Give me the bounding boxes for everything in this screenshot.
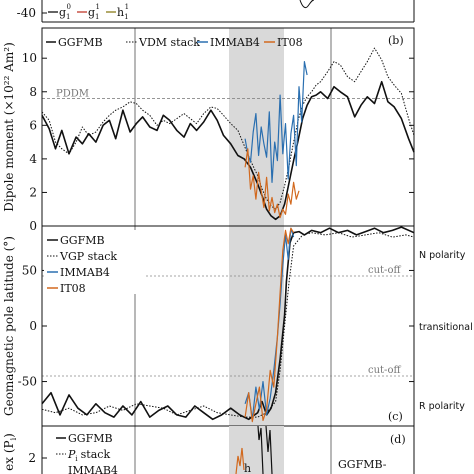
legend-g11-label: g — [88, 6, 95, 19]
panel-c: cut-off cut-off -50 0 50 (c) Geomagnetic po… — [2, 225, 473, 427]
panel-b: PDDM 0 2 4 6 8 10 (b) Dipole moment (×10²² Am… — [2, 27, 415, 233]
cutoff-label: cut-off — [368, 365, 401, 376]
panel-d-label: (d) — [390, 433, 406, 446]
panel-d-ylabel-close: ) — [2, 433, 16, 438]
ytick-label: 0 — [29, 319, 37, 333]
panel-b-gridlines — [134, 28, 332, 226]
legend-pi-symbol: P — [67, 448, 76, 461]
top-strip-ytick: -40 — [17, 6, 36, 20]
panel-d-it08-trace — [235, 447, 245, 474]
ytick-label: 6 — [29, 118, 37, 132]
legend-ggfmb-d: GGFMB — [68, 432, 113, 445]
panel-d: (d) 2 ex (Pi) GGFMB Pi stack IMMAB4 GGFMB… — [2, 425, 415, 474]
panel-d-ggfmb-trace — [257, 425, 273, 474]
panel-b-label: (b) — [388, 34, 404, 47]
panel-b-legend: GGFMB VDM stack IMMAB4 IT08 — [46, 36, 303, 49]
cutoff-label: cut-off — [368, 265, 401, 276]
series-immab4 — [244, 60, 308, 183]
legend-immab4-d: IMMAB4 — [68, 464, 118, 474]
panel-c-shade — [229, 226, 284, 426]
series-vgp-stack — [41, 232, 415, 418]
legend-pi-sub: i — [75, 455, 78, 463]
svg-text:h11: h11 — [117, 3, 129, 21]
panel-c-legend: GGFMB VGP stack IMMAB4 IT08 — [44, 230, 144, 295]
panel-d-ylabel-sub: i — [9, 437, 18, 440]
panel-d-ytick: 2 — [28, 451, 36, 465]
series-immab4 — [244, 227, 295, 420]
panel-d-right-text: GGFMB- — [338, 458, 387, 471]
panel-d-inner-label: h — [244, 462, 251, 474]
svg-text:g11: g11 — [88, 3, 100, 21]
panel-b-yticks: 0 2 4 6 8 10 — [22, 51, 414, 233]
top-strip: -40 g10 g11 h11 — [17, 0, 415, 23]
top-strip-curve — [299, 0, 315, 9]
legend-immab4-b: IMMAB4 — [210, 36, 260, 49]
ytick-label: 8 — [29, 85, 37, 99]
series-it08 — [244, 227, 295, 423]
legend-it08-c: IT08 — [60, 282, 86, 295]
panel-b-ylabel: Dipole moment (×10²² Am²) — [2, 42, 16, 212]
legend-pi-stack: Pi stack — [67, 448, 110, 463]
panel-b-frame — [41, 27, 415, 227]
legend-ggfmb-b: GGFMB — [58, 36, 103, 49]
panel-c-yticks: -50 0 50 — [18, 263, 414, 389]
ytick-label: 50 — [22, 263, 37, 277]
transitional-label: transitional — [419, 322, 473, 333]
panel-d-ylabel-text: ex (P — [2, 440, 16, 470]
legend-ggfmb-c: GGFMB — [60, 234, 105, 247]
ytick-label: -50 — [18, 375, 37, 389]
ytick-label: 0 — [29, 219, 37, 233]
legend-vgp-stack: VGP stack — [59, 250, 117, 263]
ytick-label: 10 — [22, 51, 37, 65]
panel-d-ylabel: ex (Pi) — [2, 433, 18, 471]
legend-immab4-c: IMMAB4 — [60, 266, 110, 279]
pddm-label: PDDM — [56, 88, 89, 99]
top-strip-legend: g10 g11 h11 — [48, 3, 129, 21]
panel-d-legend: GGFMB Pi stack IMMAB4 — [56, 432, 118, 474]
n-polarity-label: N polarity — [419, 250, 466, 261]
legend-pi-stack-word: stack — [81, 448, 111, 461]
ytick-label: 2 — [29, 185, 37, 199]
series-ggfmb — [41, 80, 415, 221]
panel-c-series — [41, 226, 415, 423]
panel-c-label: (c) — [388, 410, 403, 423]
ytick-label: 4 — [29, 152, 37, 166]
svg-text:g10: g10 — [59, 3, 71, 21]
panel-c-ylabel: Geomagnetic pole latitude (°) — [2, 236, 16, 416]
legend-vdm-stack: VDM stack — [138, 36, 200, 49]
panel-b-series — [41, 47, 415, 221]
r-polarity-label: R polarity — [419, 401, 465, 412]
legend-g10-label: g — [59, 6, 66, 19]
panel-d-shade — [229, 426, 284, 474]
series-it08 — [244, 148, 300, 219]
legend-it08-b: IT08 — [277, 36, 303, 49]
series-vdm-stack — [41, 47, 415, 210]
legend-h11-label: h — [117, 6, 124, 19]
